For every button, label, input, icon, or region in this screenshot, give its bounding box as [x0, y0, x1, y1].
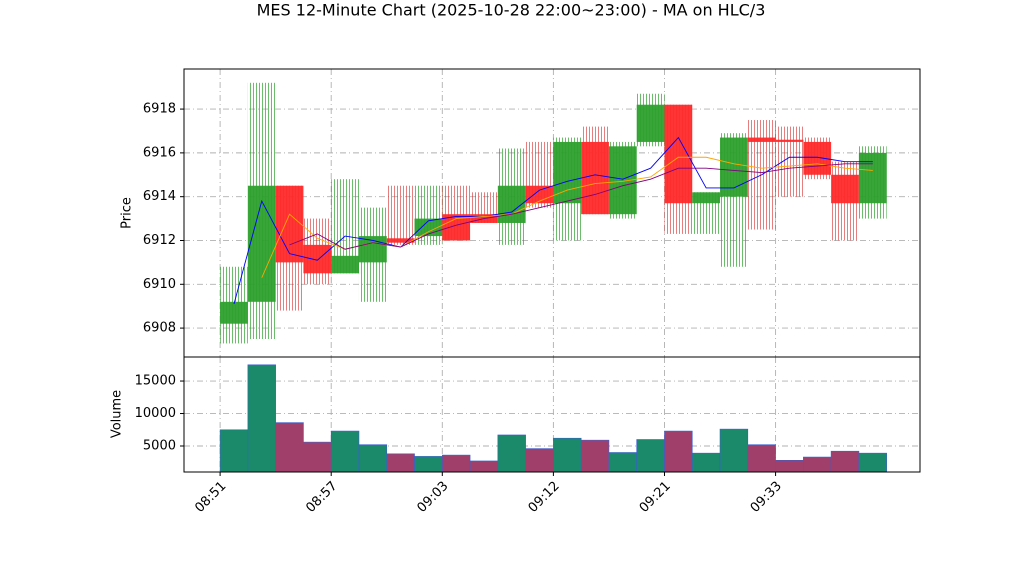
volume-bar — [580, 439, 610, 473]
y-tick-label: 5000 — [143, 439, 176, 454]
ma-line — [289, 163, 873, 250]
candle-body — [247, 185, 276, 302]
plot-layer: 6908 6910 6912 6914 6916 6918 5000 10000 15000 08… — [135, 68, 921, 516]
volume-frame — [183, 356, 921, 473]
volume-bar — [525, 448, 554, 473]
volume-bar — [358, 444, 388, 473]
y-tick-label: 6916 — [143, 145, 176, 160]
volume-bar — [747, 444, 776, 473]
chart-title: MES 12-Minute Chart (2025-10-28 22:00~23… — [257, 1, 766, 20]
volume-bar — [775, 460, 804, 473]
volume-bar — [441, 454, 471, 473]
volume-bar — [275, 422, 304, 473]
x-tick-label: 09:21 — [637, 479, 674, 516]
x-tick-label: 08:51 — [192, 479, 229, 516]
x-tick-label: 09:12 — [526, 479, 563, 516]
volume-bar — [664, 430, 693, 473]
candle-wick — [775, 126, 804, 197]
candle-body — [831, 174, 859, 204]
x-tick-label: 09:03 — [414, 479, 451, 516]
volume-axis-label: Volume — [110, 390, 125, 438]
candle-body — [303, 244, 332, 274]
volume-bar — [803, 456, 832, 473]
volume-bar — [858, 452, 887, 473]
y-tick-label: 6918 — [143, 102, 176, 117]
volume-bar — [608, 452, 638, 473]
candle-body — [664, 104, 693, 204]
x-tick-label: 09:33 — [748, 479, 785, 516]
y-tick-label: 6914 — [143, 189, 176, 204]
volume-bar — [303, 441, 332, 473]
volume-bar — [247, 364, 276, 473]
candle-body — [220, 301, 248, 324]
volume-bar — [497, 434, 526, 473]
y-tick-label: 6912 — [143, 233, 176, 248]
y-tick-label: 6908 — [143, 321, 176, 336]
candle-body — [525, 185, 554, 204]
volume-bar — [719, 428, 749, 473]
y-tick-label: 6910 — [143, 277, 176, 292]
y-tick-label: 15000 — [135, 374, 176, 389]
candle-body — [275, 185, 304, 263]
volume-bar — [469, 460, 499, 473]
volume-bar — [386, 453, 415, 473]
candle-body — [775, 139, 804, 142]
candle-body — [386, 238, 415, 243]
y-axis-label: Price — [120, 197, 135, 229]
candle-body — [581, 141, 609, 215]
candle-body — [720, 137, 748, 197]
y-tick-label: 10000 — [135, 406, 176, 421]
candle-body — [692, 192, 721, 204]
candle-body — [636, 104, 665, 142]
candle-body — [747, 137, 776, 142]
x-tick-label: 08:57 — [303, 479, 340, 516]
candle-body — [858, 152, 887, 204]
candle-wick — [386, 185, 415, 245]
volume-bar — [219, 429, 249, 473]
volume-bar — [330, 430, 360, 473]
volume-bar — [553, 437, 582, 473]
volume-bar — [636, 439, 665, 473]
candle-body — [553, 141, 582, 204]
candle-body — [331, 255, 359, 274]
volume-bar — [830, 450, 860, 473]
volume-bar — [691, 452, 721, 473]
volume-bar — [414, 456, 443, 473]
